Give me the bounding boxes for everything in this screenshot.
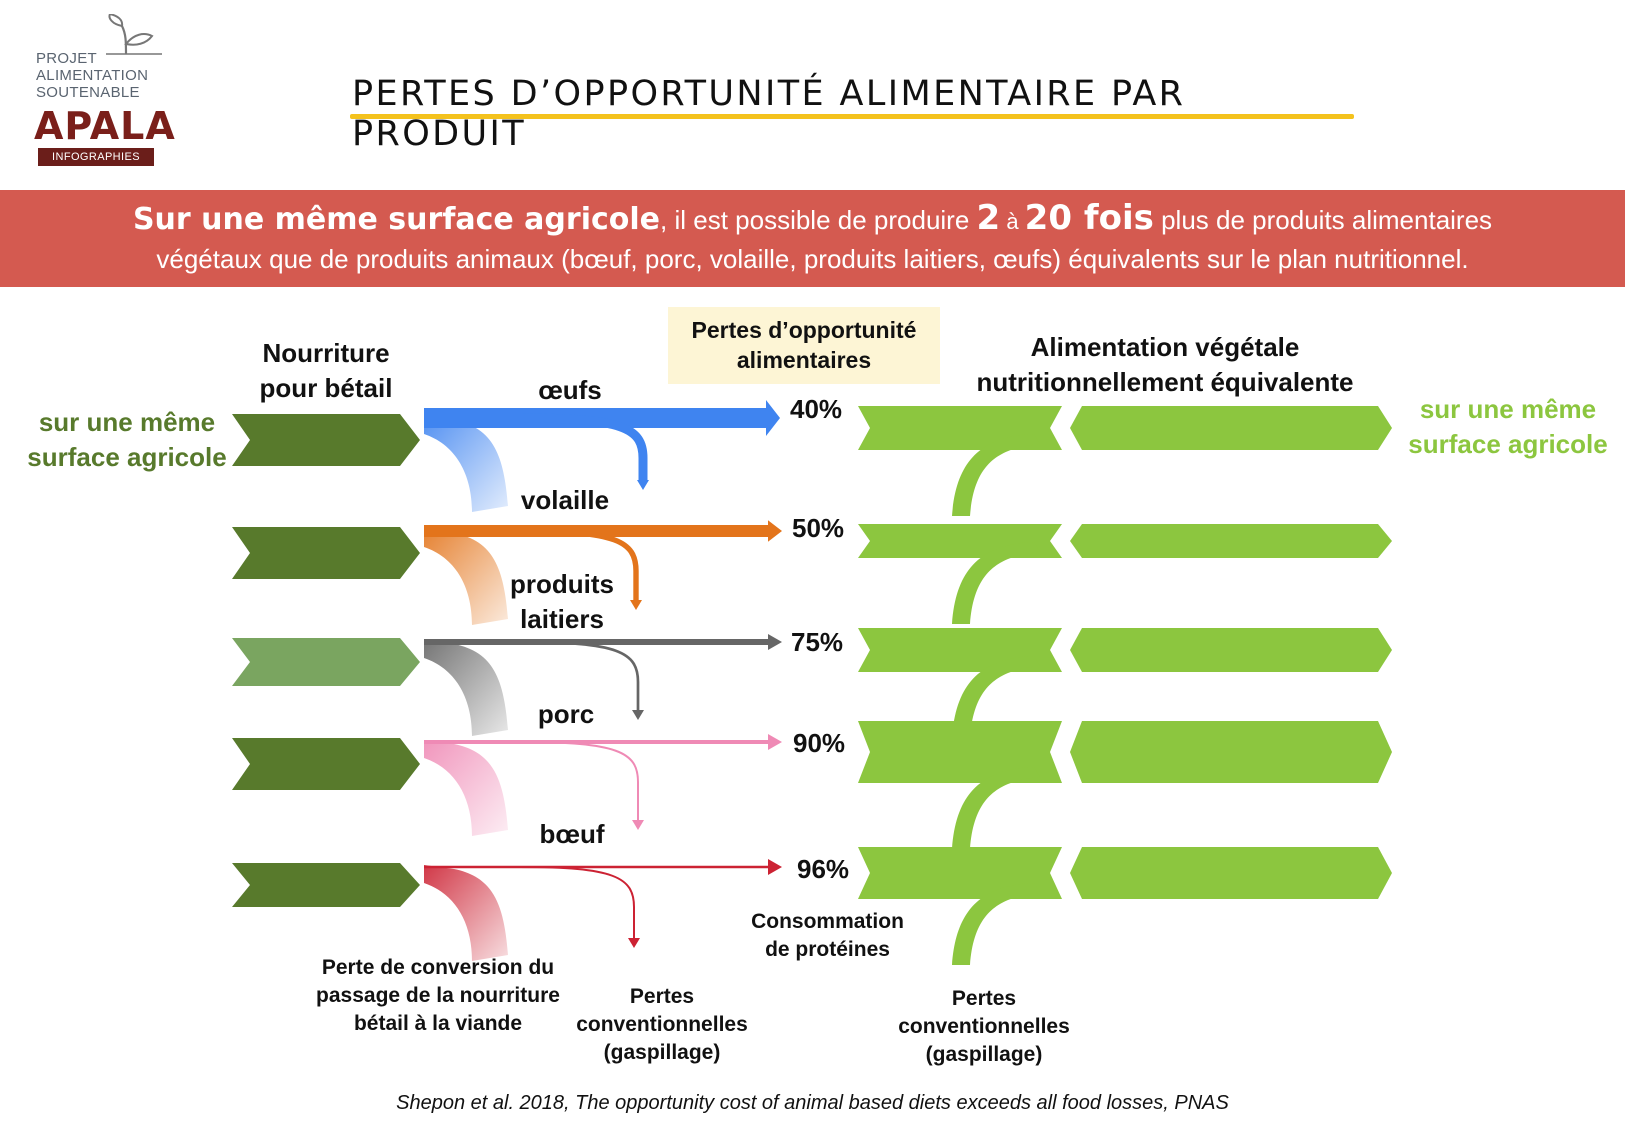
plant-header-line-1: Alimentation végétale xyxy=(1030,332,1300,362)
banner-mid-2: à xyxy=(1000,209,1025,234)
plant-chevron-left-pork xyxy=(858,721,1062,783)
side-left-line-2: surface agricole xyxy=(27,442,227,472)
product-label-poultry: volaille xyxy=(520,485,610,515)
sprout-icon xyxy=(106,14,162,55)
feed-header: Nourriture pour bétail xyxy=(226,336,426,406)
waste-flow-poultry xyxy=(519,528,639,602)
citation: Shepon et al. 2018, The opportunity cost… xyxy=(396,1092,1229,1114)
banner-mid-1: , il est possible de produire xyxy=(660,205,977,235)
plant-waste-hook-poultry xyxy=(952,542,1040,624)
losses-header-line-2: alimentaires xyxy=(736,347,872,373)
loss-percent-beef: 96% xyxy=(797,854,850,884)
feed-header-line-2: pour bétail xyxy=(259,373,393,403)
conversion-loss-line-1: Perte de conversion du xyxy=(321,956,555,979)
logo-line-3: SOUTENABLE xyxy=(36,84,140,101)
banner-line-1: Sur une même surface agricole, il est po… xyxy=(0,198,1625,238)
loss-percent-pork: 90% xyxy=(793,728,846,758)
banner-number-1: 2 xyxy=(976,198,1001,238)
protein-flow-arrowhead-pork xyxy=(768,734,782,750)
conversion-loss-fan-eggs xyxy=(424,416,508,512)
waste-flow-beef xyxy=(519,866,635,940)
title-underline xyxy=(350,114,1354,119)
loss-percent-poultry: 50% xyxy=(792,513,845,543)
protein-line-2: de protéines xyxy=(765,938,890,961)
waste-animal-line-1: Pertes xyxy=(629,985,695,1008)
protein-flow-arrowhead-poultry xyxy=(768,520,782,542)
loss-percent-eggs: 40% xyxy=(790,394,843,424)
banner-mid-3: plus de produits alimentaires xyxy=(1153,205,1493,235)
side-right-line-2: surface agricole xyxy=(1408,429,1608,459)
banner-number-2: 20 fois xyxy=(1024,198,1154,238)
waste-animal-line-3: (gaspillage) xyxy=(603,1041,721,1064)
protein-flow-arrowhead-beef xyxy=(768,859,782,875)
losses-header-line-1: Pertes d’opportunité xyxy=(691,317,917,343)
waste-flow-dairy xyxy=(519,640,640,712)
protein-flow-arrowhead-dairy xyxy=(768,634,782,650)
protein-flow-arrowhead-eggs xyxy=(766,400,780,436)
waste-flow-arrowhead-pork xyxy=(632,820,644,830)
conversion-loss-fan-poultry xyxy=(424,529,508,625)
waste-label-animal: Pertes conventionnelles (gaspillage) xyxy=(568,983,756,1067)
conversion-loss-label: Perte de conversion du passage de la nou… xyxy=(298,954,578,1038)
product-label-beef: bœuf xyxy=(539,819,605,849)
banner-bold: Sur une même surface agricole xyxy=(132,202,661,237)
waste-flow-arrowhead-poultry xyxy=(630,600,642,610)
feed-chevron-eggs xyxy=(232,414,420,466)
feed-chevron-pork xyxy=(232,738,420,790)
losses-header: Pertes d’opportunité alimentaires xyxy=(668,307,940,384)
protein-line-1: Consommation xyxy=(751,910,904,933)
plant-chevron-right-beef xyxy=(1070,847,1392,899)
conversion-loss-fan-beef xyxy=(424,865,508,961)
waste-plant-line-2: conventionnelles xyxy=(898,1015,1070,1038)
side-left-line-1: sur une même xyxy=(38,407,216,437)
page-title: PERTES D’OPPORTUNITÉ ALIMENTAIRE PAR PRO… xyxy=(352,74,1186,154)
waste-flow-pork xyxy=(519,741,639,822)
plant-waste-hook-beef xyxy=(952,883,1040,965)
plant-chevron-right-eggs xyxy=(1070,406,1392,450)
plant-chevron-right-poultry xyxy=(1070,524,1392,558)
logo-line-1: PROJET xyxy=(36,50,97,67)
banner-line-2: végétaux que de produits animaux (bœuf, … xyxy=(156,244,1469,274)
plant-header: Alimentation végétale nutritionnellement… xyxy=(940,330,1390,400)
feed-header-line-1: Nourriture xyxy=(262,338,390,368)
waste-flow-arrowhead-eggs xyxy=(637,480,649,490)
product-label-eggs: œufs xyxy=(538,375,602,405)
product-dairy-line-2: laitiers xyxy=(520,604,604,634)
logo-line-2: ALIMENTATION xyxy=(36,67,149,84)
conversion-loss-line-3: bétail à la viande xyxy=(353,1012,523,1035)
conversion-loss-fan-pork xyxy=(424,740,508,836)
waste-plant-line-3: (gaspillage) xyxy=(925,1043,1043,1066)
waste-plant-line-1: Pertes xyxy=(951,987,1017,1010)
plant-waste-hook-eggs xyxy=(952,434,1040,516)
product-label-pork: porc xyxy=(537,699,595,729)
plant-chevron-right-dairy xyxy=(1070,628,1392,672)
waste-flow-arrowhead-dairy xyxy=(632,710,644,720)
logo-brand: APALA xyxy=(34,104,176,148)
product-label-dairy: produits laitiers xyxy=(482,567,642,637)
logo-badge: INFOGRAPHIES xyxy=(38,148,154,166)
plant-waste-hook-pork xyxy=(952,767,1040,849)
protein-consumption-label: Consommation de protéines xyxy=(740,908,915,964)
side-label-left: sur une même surface agricole xyxy=(12,405,242,475)
waste-animal-line-2: conventionnelles xyxy=(576,1013,748,1036)
waste-label-plant: Pertes conventionnelles (gaspillage) xyxy=(890,985,1078,1069)
waste-flow-eggs xyxy=(519,413,648,482)
feed-chevron-dairy xyxy=(232,638,420,686)
plant-chevron-right-pork xyxy=(1070,721,1392,783)
feed-chevron-beef xyxy=(232,863,420,907)
plant-header-line-2: nutritionnellement équivalente xyxy=(976,367,1354,397)
side-right-line-1: sur une même xyxy=(1419,394,1597,424)
product-dairy-line-1: produits xyxy=(510,569,614,599)
loss-percent-dairy: 75% xyxy=(791,627,844,657)
banner: Sur une même surface agricole, il est po… xyxy=(0,190,1625,287)
feed-chevron-poultry xyxy=(232,527,420,579)
side-label-right: sur une même surface agricole xyxy=(1402,392,1614,462)
waste-flow-arrowhead-beef xyxy=(628,938,640,948)
conversion-loss-line-2: passage de la nourriture xyxy=(316,984,560,1007)
conversion-loss-fan-dairy xyxy=(424,640,508,736)
